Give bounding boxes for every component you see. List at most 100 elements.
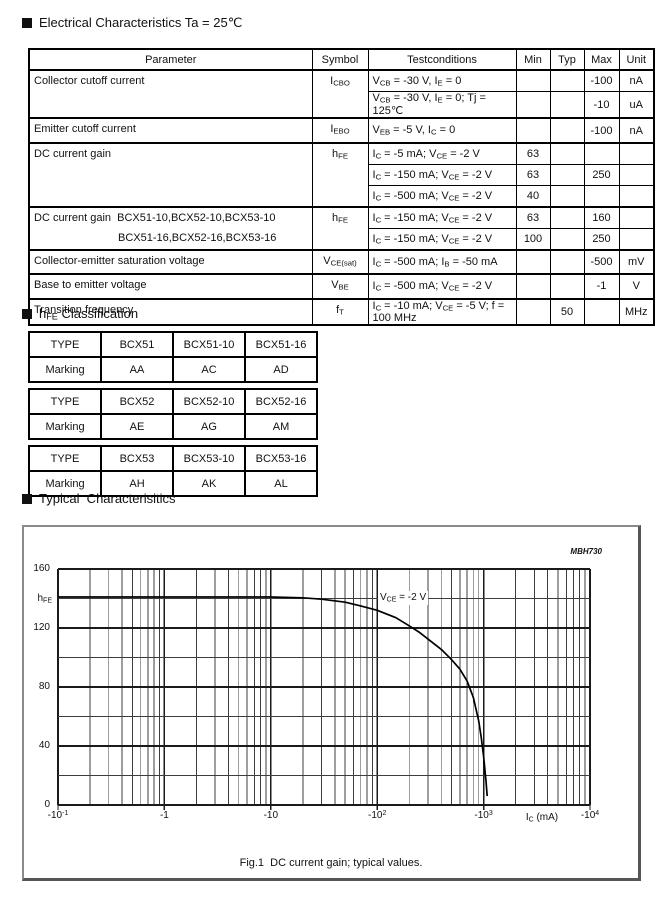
chart-labels: 0 40 80 120 160 hFE -10-1 -1 -10 -102 -103 -104 IC (… [24, 527, 638, 878]
cond-cell: IC = -150 mA; VCE = -2 V [367, 205, 517, 229]
cond-cell: IC = -5 mA; VCE = -2 V [367, 141, 517, 165]
classification-row: TYPE BCX53 BCX53-10 BCX53-16 [28, 445, 318, 472]
classification-cell: TYPE [28, 445, 102, 472]
classification-cell: AG [172, 413, 246, 440]
unit-cell [618, 227, 655, 251]
table-row: IC = -150 mA; VCE = -2 V 100 250 [29, 227, 655, 251]
typ-cell [549, 163, 585, 186]
table-row: DC current gain BCX51-10,BCX52-10,BCX53-… [28, 205, 655, 251]
classification-cell: AM [244, 413, 318, 440]
x-tick-label: -103 [474, 810, 493, 821]
min-cell: 63 [515, 205, 551, 229]
min-cell: 63 [515, 141, 551, 165]
max-cell: 250 [583, 163, 620, 186]
classification-cell: AE [100, 413, 174, 440]
min-cell: 63 [515, 163, 551, 186]
classification-table: TYPE BCX53 BCX53-10 BCX53-16 Marking AH AK AL [28, 445, 318, 497]
symbol-cell: IEBO [311, 117, 369, 144]
table-row: IC = -150 mA; VCE = -2 V 63 250 [29, 163, 655, 186]
classification-cell: TYPE [28, 331, 102, 358]
min-cell [515, 117, 551, 144]
min-cell [515, 273, 551, 300]
column-header: Max [583, 48, 620, 71]
classification-row: Marking AH AK AL [28, 470, 318, 497]
table-row: Collector cutoff current ICBO VCB = -30 V,… [28, 68, 655, 119]
classification-cell: BCX51 [100, 331, 174, 358]
cond-cell: IC = -500 mA; IB = -50 mA [367, 248, 517, 275]
table-row: Base to emitter voltage VBE IC = -500 mA; … [28, 273, 655, 300]
y-tick-label: 120 [33, 622, 50, 633]
x-tick-label: -102 [368, 810, 387, 821]
column-header: Unit [618, 48, 655, 71]
section-title-text: Electrical Characteristics Ta = 25℃ [39, 15, 243, 30]
unit-cell: mV [618, 248, 655, 275]
cond-cell: IC = -500 mA; VCE = -2 V [367, 273, 517, 300]
classification-cell: AC [172, 356, 246, 383]
classification-cell: AL [244, 470, 318, 497]
min-cell [515, 69, 551, 92]
typ-cell [549, 117, 585, 144]
min-cell [515, 91, 551, 119]
parameter-cell: DC current gain BCX51-10,BCX52-10,BCX53-… [28, 205, 313, 251]
section-marker-icon [22, 18, 32, 28]
max-cell [583, 297, 620, 326]
parameter-cell: Emitter cutoff current [28, 117, 313, 144]
x-tick-label: -10-1 [47, 810, 69, 821]
max-cell: 160 [583, 205, 620, 229]
cond-cell: IC = -10 mA; VCE = -5 V; f = 100 MHz [367, 297, 517, 326]
dc-current-gain-chart [57, 568, 591, 810]
table-row: Emitter cutoff current IEBO VEB = -5 V, IC… [28, 117, 655, 144]
table-row: Collector-emitter saturation voltage VCE(… [28, 248, 655, 275]
unit-cell: nA [618, 69, 655, 92]
classification-cell: AD [244, 356, 318, 383]
table-row: IC = -500 mA; VCE = -2 V 40 [29, 184, 655, 208]
parameter-cell: Base to emitter voltage [28, 273, 313, 300]
symbol-cell: fT [311, 297, 369, 326]
unit-cell: V [618, 273, 655, 300]
classification-cell: BCX52-16 [244, 388, 318, 415]
classification-row: Marking AE AG AM [28, 413, 318, 440]
section-marker-icon [22, 493, 32, 504]
symbol-cell: VCE(sat) [311, 248, 369, 275]
y-tick-label: 160 [33, 563, 50, 574]
y-tick-label: 80 [38, 681, 50, 692]
parameter-cell: Collector-emitter saturation voltage [28, 248, 313, 275]
section-marker-icon [22, 308, 32, 319]
figure-code: MBH730 [570, 547, 602, 556]
cond-cell: VEB = -5 V, IC = 0 [367, 117, 517, 144]
classification-table: TYPE BCX52 BCX52-10 BCX52-16 Marking AE AG AM [28, 388, 318, 440]
typ-cell [549, 273, 585, 300]
classification-cell: AA [100, 356, 174, 383]
typ-cell [549, 205, 585, 229]
column-header: Testconditions [367, 48, 517, 71]
table-header-row: Parameter Symbol Testconditions Min Typ Max Un… [28, 48, 655, 71]
min-cell [515, 248, 551, 275]
unit-cell [618, 141, 655, 165]
figure-frame: 0 40 80 120 160 hFE -10-1 -1 -10 -102 -103 -104 IC (… [22, 525, 641, 881]
column-header: Typ [549, 48, 585, 71]
cond-cell: IC = -150 mA; VCE = -2 V [367, 163, 517, 186]
classification-cell: Marking [28, 470, 102, 497]
classification-cell: BCX52 [100, 388, 174, 415]
symbol-cell: hFE [311, 141, 369, 208]
classification-cell: TYPE [28, 388, 102, 415]
typ-cell [549, 69, 585, 92]
max-cell: 250 [583, 227, 620, 251]
y-tick-label: 40 [38, 740, 50, 751]
classification-cell: Marking [28, 413, 102, 440]
table-row: Transition frequency fT IC = -10 mA; VCE =… [28, 297, 655, 326]
section-title-text: Typical Characterisitics [39, 491, 176, 506]
cond-cell: VCB = -30 V, IE = 0 [367, 69, 517, 92]
parameter-cell: Collector cutoff current [28, 68, 313, 119]
hfe-classification-tables: TYPE BCX51 BCX51-10 BCX51-16 Marking AA AC AD TY… [28, 331, 318, 502]
max-cell [583, 184, 620, 208]
max-cell [583, 141, 620, 165]
table-row: DC current gain hFE IC = -5 mA; VCE = -2 V… [28, 141, 655, 208]
classification-cell: Marking [28, 356, 102, 383]
classification-table: TYPE BCX51 BCX51-10 BCX51-16 Marking AA AC AD [28, 331, 318, 383]
classification-cell: AK [172, 470, 246, 497]
typ-cell: 50 [549, 297, 585, 326]
classification-row: Marking AA AC AD [28, 356, 318, 383]
electrical-characteristics-table: Parameter Symbol Testconditions Min Typ Max Un… [28, 48, 655, 326]
